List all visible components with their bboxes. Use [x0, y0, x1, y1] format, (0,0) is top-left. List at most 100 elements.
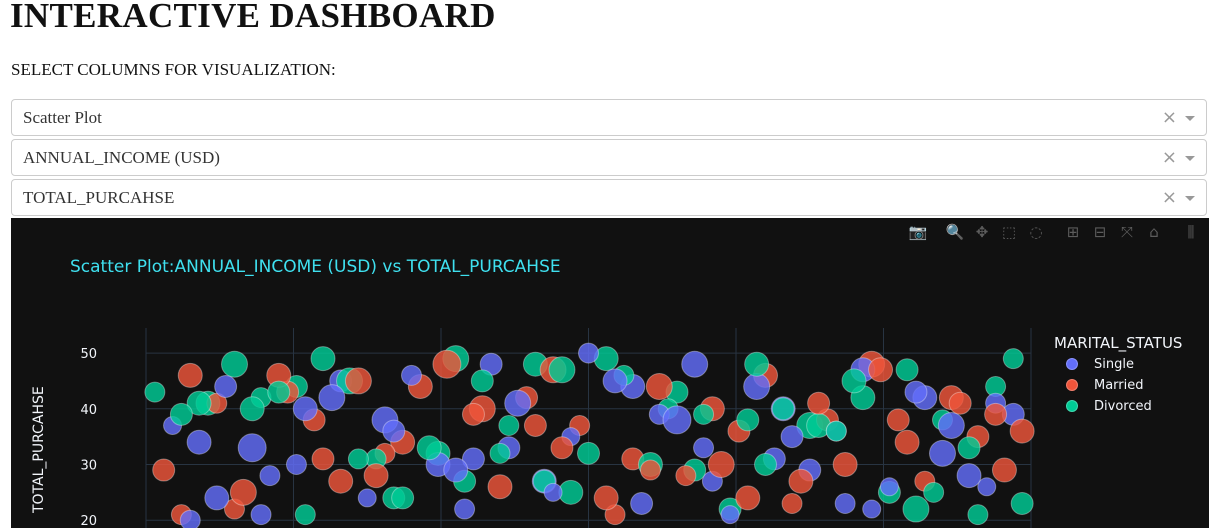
scatter-point-single[interactable]	[904, 380, 928, 404]
scatter-point-single[interactable]	[259, 465, 281, 487]
scatter-point-married[interactable]	[523, 413, 547, 437]
scatter-point-single[interactable]	[681, 350, 709, 378]
scatter-point-married[interactable]	[707, 450, 735, 478]
scatter-point-single[interactable]	[292, 396, 318, 422]
scatter-point-single[interactable]	[454, 498, 476, 520]
scatter-point-single[interactable]	[401, 364, 422, 386]
scatter-point-single[interactable]	[977, 477, 997, 497]
scatter-point-married[interactable]	[991, 457, 1017, 483]
chevron-down-icon[interactable]	[1185, 116, 1195, 121]
scatter-point-married[interactable]	[832, 451, 858, 477]
scatter-point-divorced[interactable]	[1002, 348, 1024, 370]
lasso-select-icon[interactable]: ◌	[1029, 223, 1043, 241]
zoom-icon[interactable]: 🔍	[945, 223, 965, 241]
scatter-point-divorced[interactable]	[391, 486, 415, 510]
scatter-point-single[interactable]	[179, 509, 201, 528]
scatter-point-single[interactable]	[630, 491, 654, 515]
scatter-point-divorced[interactable]	[771, 397, 795, 421]
scatter-point-married[interactable]	[781, 492, 803, 514]
scatter-point-single[interactable]	[382, 419, 406, 443]
zoom-in-icon[interactable]: ⊞	[1066, 223, 1080, 241]
scatter-point-divorced[interactable]	[577, 441, 600, 465]
scatter-point-single[interactable]	[720, 505, 740, 525]
scatter-point-single[interactable]	[956, 463, 982, 489]
scatter-point-single[interactable]	[834, 492, 856, 514]
scatter-point-married[interactable]	[229, 478, 257, 506]
chart-canvas[interactable]: 20 30 40 50	[11, 218, 1209, 528]
scatter-point-married[interactable]	[948, 391, 972, 415]
scatter-point-single[interactable]	[214, 374, 238, 398]
scatter-point-divorced[interactable]	[267, 380, 291, 404]
scatter-point-married[interactable]	[894, 429, 920, 455]
scatter-point-divorced[interactable]	[310, 346, 336, 372]
scatter-point-divorced[interactable]	[693, 403, 715, 425]
scatter-point-married[interactable]	[461, 402, 485, 426]
scatter-point-divorced[interactable]	[470, 369, 494, 393]
scatter-point-single[interactable]	[862, 499, 882, 519]
scatter-point-married[interactable]	[868, 357, 894, 383]
scatter-point-married[interactable]	[177, 362, 203, 388]
scatter-point-single[interactable]	[543, 482, 563, 502]
box-select-icon[interactable]: ⬚	[1001, 223, 1017, 241]
scatter-point-single[interactable]	[204, 485, 230, 511]
scatter-point-married[interactable]	[152, 458, 176, 482]
scatter-point-single[interactable]	[578, 342, 599, 364]
scatter-point-single[interactable]	[504, 389, 532, 417]
scatter-point-single[interactable]	[780, 425, 804, 449]
scatter-point-married[interactable]	[328, 468, 354, 494]
camera-icon[interactable]: 📷	[908, 223, 928, 241]
legend-item-single[interactable]: Single	[1066, 354, 1134, 374]
pan-icon[interactable]: ✥	[975, 223, 989, 241]
scatter-point-single[interactable]	[250, 504, 272, 526]
scatter-point-divorced[interactable]	[239, 396, 265, 422]
scatter-point-married[interactable]	[645, 372, 673, 400]
zoom-out-icon[interactable]: ⊟	[1093, 223, 1107, 241]
scatter-point-divorced[interactable]	[489, 442, 511, 464]
scatter-point-single[interactable]	[929, 439, 956, 467]
scatter-point-divorced[interactable]	[169, 402, 193, 426]
scatter-point-married[interactable]	[984, 402, 1008, 426]
scatter-point-divorced[interactable]	[294, 504, 316, 526]
clear-icon[interactable]: ×	[1161, 187, 1177, 208]
scatter-point-married[interactable]	[487, 474, 513, 500]
scatter-point-divorced[interactable]	[967, 504, 989, 526]
scatter-point-married[interactable]	[807, 391, 831, 415]
plotly-logo-icon[interactable]: ⫼	[1187, 223, 1195, 241]
scatter-point-divorced[interactable]	[744, 351, 770, 377]
scatter-plot[interactable]: 20 30 40 50 📷 🔍 ✥ ⬚ ◌ ⊞ ⊟ ⤧ ⌂ ⫼ Scatter Plo…	[11, 218, 1209, 528]
legend-item-married[interactable]: Married	[1066, 375, 1144, 395]
scatter-point-single[interactable]	[237, 433, 267, 463]
scatter-point-married[interactable]	[1009, 418, 1035, 444]
scatter-point-single[interactable]	[461, 447, 485, 471]
chevron-down-icon[interactable]	[1185, 156, 1195, 161]
scatter-point-single[interactable]	[285, 453, 307, 475]
scatter-point-divorced[interactable]	[144, 381, 166, 403]
scatter-point-divorced[interactable]	[498, 414, 520, 436]
y-column-dropdown[interactable]: TOTAL_PURCAHSE ×	[11, 179, 1207, 216]
clear-icon[interactable]: ×	[1161, 107, 1177, 128]
scatter-point-married[interactable]	[363, 463, 389, 489]
scatter-point-divorced[interactable]	[221, 350, 248, 378]
scatter-point-divorced[interactable]	[1010, 491, 1034, 515]
scatter-point-single[interactable]	[879, 477, 899, 497]
scatter-point-married[interactable]	[311, 447, 335, 471]
scatter-point-single[interactable]	[357, 488, 377, 508]
scatter-point-single[interactable]	[443, 457, 469, 483]
scatter-point-married[interactable]	[639, 459, 661, 481]
scatter-point-single[interactable]	[693, 437, 715, 459]
scatter-point-divorced[interactable]	[186, 390, 212, 416]
scatter-point-married[interactable]	[886, 408, 910, 432]
scatter-point-single[interactable]	[743, 372, 771, 400]
scatter-point-divorced[interactable]	[754, 452, 777, 476]
reset-axes-icon[interactable]: ⌂	[1149, 223, 1159, 241]
x-column-dropdown[interactable]: ANNUAL_INCOME (USD) ×	[11, 139, 1207, 176]
scatter-point-divorced[interactable]	[902, 495, 930, 523]
scatter-point-married[interactable]	[432, 349, 462, 379]
clear-icon[interactable]: ×	[1161, 147, 1177, 168]
scatter-point-married[interactable]	[735, 485, 761, 511]
scatter-point-divorced[interactable]	[825, 420, 847, 442]
scatter-point-single[interactable]	[186, 429, 212, 455]
scatter-point-single[interactable]	[937, 411, 965, 439]
scatter-point-divorced[interactable]	[841, 368, 867, 394]
scatter-point-divorced[interactable]	[416, 435, 442, 461]
